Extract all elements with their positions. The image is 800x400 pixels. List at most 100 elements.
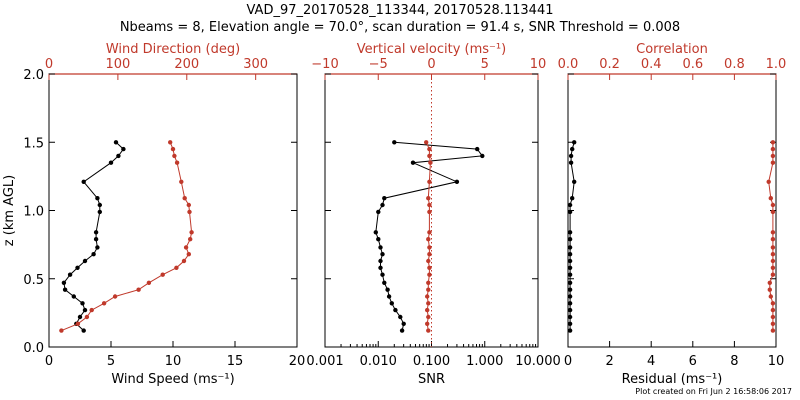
- x-tick-label-bottom: 0.001: [306, 354, 343, 369]
- y-tick-label: 1.5: [23, 136, 44, 151]
- red-series-point: [181, 258, 187, 264]
- x-axis-label-bottom: Wind Speed (ms⁻¹): [111, 372, 234, 387]
- black-series-point: [567, 245, 573, 250]
- x-axis-label-top: Vertical velocity (ms⁻¹): [357, 42, 506, 57]
- red-series-point: [182, 196, 187, 201]
- x-axis-label-top: Wind Direction (deg): [106, 42, 240, 57]
- x-tick-label-bottom: 4: [647, 354, 655, 369]
- x-tick-label-bottom: 0: [564, 354, 572, 369]
- x-tick-label-top: 0: [427, 57, 435, 72]
- x-tick-label-top: 10: [530, 57, 547, 72]
- red-series-point: [425, 294, 430, 299]
- x-tick-label-bottom: 8: [730, 354, 738, 369]
- red-series-point: [172, 153, 177, 159]
- red-series-point: [426, 314, 431, 320]
- black-series-point: [567, 202, 573, 208]
- y-tick-label: 1.0: [23, 205, 44, 220]
- x-tick-label-bottom: 1.000: [466, 354, 503, 369]
- x-tick-label-top: 1.0: [766, 57, 787, 72]
- red-series-point: [425, 307, 430, 313]
- black-series-point: [480, 153, 485, 159]
- red-series-point: [770, 237, 776, 242]
- red-series-point: [59, 328, 64, 333]
- red-series-point: [427, 265, 432, 270]
- red-series-point: [770, 328, 776, 333]
- black-series-point: [392, 140, 397, 145]
- x-tick-label-top: 0.8: [724, 57, 745, 72]
- black-series-line: [63, 141, 125, 331]
- black-series-point: [572, 140, 577, 145]
- x-tick-label-top: 5: [481, 57, 489, 72]
- black-series-point: [108, 160, 114, 165]
- red-series-point: [84, 314, 90, 320]
- black-series-point: [91, 252, 96, 257]
- red-series-point: [179, 179, 184, 184]
- plot-credit: Plot created on Fri Jun 2 16:58:06 2017: [635, 387, 792, 396]
- red-series-point: [427, 153, 432, 159]
- x-tick-label-bottom: 20: [289, 354, 306, 369]
- black-series-point: [567, 280, 573, 285]
- black-series-point: [61, 280, 67, 285]
- x-tick-label-bottom: 2: [605, 354, 613, 369]
- x-tick-label-top: −5: [369, 57, 388, 72]
- black-series-point: [567, 301, 573, 306]
- red-series-point: [770, 146, 776, 152]
- red-series-point: [186, 252, 191, 257]
- red-series-point: [170, 146, 176, 152]
- black-series-point: [393, 307, 398, 313]
- x-tick-label-top: −10: [311, 57, 338, 72]
- black-series-point: [95, 245, 100, 250]
- red-series-point: [770, 202, 776, 208]
- red-series-point: [427, 252, 432, 257]
- x-tick-label-bottom: 10.000: [515, 354, 561, 369]
- y-tick-label: 0.0: [23, 341, 44, 356]
- chart-subtitle: Nbeams = 8, Elevation angle = 70.0°, sca…: [119, 20, 681, 35]
- chart-title: VAD_97_20170528_113344, 20170528.113441: [246, 3, 554, 18]
- black-series-point: [567, 230, 573, 235]
- red-series-point: [426, 280, 431, 285]
- red-series-point: [770, 209, 776, 215]
- black-series-point: [380, 272, 385, 277]
- red-series-point: [426, 287, 431, 292]
- x-tick-label-top: 0.0: [558, 57, 579, 72]
- red-series-point: [188, 237, 193, 242]
- red-series-point: [89, 307, 94, 313]
- black-series-point: [380, 252, 385, 257]
- black-series-point: [382, 280, 387, 285]
- x-tick-label-top: 0.4: [641, 57, 662, 72]
- x-tick-label-bottom: 5: [107, 354, 115, 369]
- black-series-point: [82, 307, 88, 313]
- red-series-point: [174, 265, 179, 270]
- x-tick-label-top: 300: [243, 57, 268, 72]
- black-series-point: [81, 328, 86, 333]
- black-series-point: [77, 314, 83, 320]
- black-series-point: [380, 202, 385, 208]
- black-series-point: [570, 196, 575, 201]
- red-series-point: [770, 160, 776, 165]
- black-series-point: [567, 258, 573, 264]
- black-series-point: [116, 153, 121, 159]
- y-tick-label: 2.0: [23, 68, 44, 83]
- black-series-point: [82, 258, 88, 264]
- red-series-point: [168, 140, 173, 145]
- black-series-point: [389, 301, 394, 306]
- red-series-point: [770, 272, 776, 277]
- black-series-point: [97, 209, 103, 215]
- x-tick-label-bottom: 0.100: [413, 354, 450, 369]
- x-tick-label-top: 200: [174, 57, 199, 72]
- red-series-point: [767, 280, 772, 285]
- red-series-point: [427, 230, 432, 235]
- x-tick-label-bottom: 15: [227, 354, 244, 369]
- black-series-point: [399, 328, 405, 333]
- black-series-point: [568, 153, 574, 159]
- black-series-point: [373, 230, 378, 235]
- black-series-point: [475, 146, 480, 152]
- red-series-point: [186, 202, 191, 208]
- black-series-point: [567, 314, 573, 320]
- black-series-point: [567, 307, 573, 313]
- plot-frame: [48, 73, 298, 348]
- red-series-point: [770, 245, 776, 250]
- red-series-point: [426, 328, 431, 333]
- red-series-point: [770, 301, 776, 306]
- black-series-point: [567, 252, 573, 257]
